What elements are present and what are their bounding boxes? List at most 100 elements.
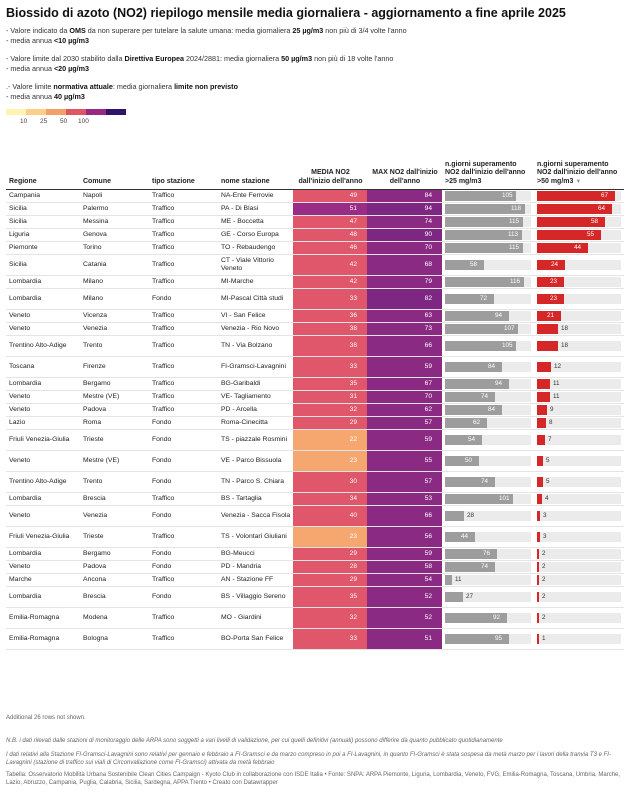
sup25-value: 50 <box>465 457 473 464</box>
cell-regione: Emilia-Romagna <box>6 607 80 629</box>
cell-comune: Trento <box>80 335 149 357</box>
note-oms: - Valore indicato da OMS da non superare… <box>6 26 407 45</box>
sup25-value: 94 <box>495 312 503 319</box>
sup50-value: 1 <box>542 635 546 642</box>
cell-sup50: 21 <box>534 309 624 323</box>
cell-comune: Mestre (VE) <box>80 450 149 472</box>
cell-nome: TN - Parco S. Chiara <box>218 471 293 493</box>
legend-label: 10 <box>20 118 28 125</box>
cell-regione: Lazio <box>6 416 80 430</box>
cell-media: 32 <box>293 403 367 417</box>
legend-label: 25 <box>40 118 48 125</box>
cell-media: 42 <box>293 254 367 276</box>
cell-max: 54 <box>367 573 442 587</box>
col-header-comune[interactable]: Comune <box>80 142 149 190</box>
cell-tipo: Traffico <box>149 202 218 216</box>
sup25-bar <box>445 362 502 372</box>
col-header-media[interactable]: MEDIA NO2 dall'inizio dell'anno <box>293 142 367 190</box>
sup25-bar-track: 105 <box>445 191 531 201</box>
cell-media: 42 <box>293 275 367 289</box>
sup25-bar <box>445 549 497 559</box>
cell-nome: PD - Mandria <box>218 560 293 574</box>
cell-nome: BO-Porta San Felice <box>218 628 293 650</box>
legend-label: 100 <box>78 118 89 125</box>
sup25-value: 94 <box>495 380 503 387</box>
cell-nome: MI-Pascal Città studi <box>218 288 293 310</box>
legend-label: 50 <box>60 118 68 125</box>
sup50-bar <box>537 456 543 466</box>
sup50-bar-track: 67 <box>537 191 621 201</box>
footnote-nb: N.B. i dati rilevati dalle stazioni di m… <box>6 738 503 744</box>
col-header-nome[interactable]: nome stazione <box>218 142 293 190</box>
cell-max: 82 <box>367 288 442 310</box>
table-row: Friuli Venezia-Giulia Trieste Traffico TS -… <box>6 526 624 548</box>
sup50-value: 55 <box>587 231 595 238</box>
cell-media: 28 <box>293 560 367 574</box>
sup50-value: 23 <box>550 295 558 302</box>
col-header-tipo[interactable]: tipo stazione <box>149 142 218 190</box>
note-normativa-attuale: .- Valore limite normativa attuale: medi… <box>6 82 238 101</box>
page-title: Biossido di azoto (NO2) riepilogo mensil… <box>6 6 566 20</box>
cell-sup25: 72 <box>442 288 534 310</box>
cell-comune: Padova <box>80 403 149 417</box>
sup25-value: 76 <box>483 550 491 557</box>
sup50-bar <box>537 613 539 623</box>
cell-nome: BG-Garibaldi <box>218 377 293 391</box>
table-row: Trentino Alto-Adige Trento Traffico TN - Vi… <box>6 335 624 357</box>
sup25-bar <box>445 511 464 521</box>
sup25-bar-track: 94 <box>445 379 531 389</box>
cell-tipo: Fondo <box>149 429 218 451</box>
cell-sup25: 58 <box>442 254 534 276</box>
col-header-sup50[interactable]: n.giorni superamento NO2 dall'inizio del… <box>534 142 624 190</box>
cell-sup50: 24 <box>534 254 624 276</box>
sup25-bar <box>445 418 487 428</box>
sup25-bar-track: 28 <box>445 511 531 521</box>
cell-media: 22 <box>293 429 367 451</box>
cell-tipo: Traffico <box>149 526 218 548</box>
sup25-bar-track: 92 <box>445 613 531 623</box>
col-header-max[interactable]: MAX NO2 dall'inizio dell'anno <box>367 142 442 190</box>
col-header-sup25[interactable]: n.giorni superamento NO2 dall'inizio del… <box>442 142 534 190</box>
cell-sup50: 8 <box>534 416 624 430</box>
sup50-bar <box>537 494 542 504</box>
cell-tipo: Traffico <box>149 492 218 506</box>
cell-media: 29 <box>293 547 367 561</box>
col-header-regione[interactable]: Regione <box>6 142 80 190</box>
cell-sup50: 7 <box>534 429 624 451</box>
sup25-value: 113 <box>508 231 519 238</box>
cell-sup25: 74 <box>442 560 534 574</box>
cell-sup50: 64 <box>534 202 624 216</box>
sup25-bar <box>445 592 463 602</box>
sup50-bar-track: 3 <box>537 532 621 542</box>
cell-regione: Lombardia <box>6 492 80 506</box>
cell-tipo: Fondo <box>149 505 218 527</box>
sup25-value: 74 <box>481 563 489 570</box>
sup50-bar-track: 23 <box>537 294 621 304</box>
sup25-bar <box>445 634 509 644</box>
cell-nome: BG-Meucci <box>218 547 293 561</box>
cell-sup25: 74 <box>442 471 534 493</box>
sup50-value: 7 <box>548 436 552 443</box>
sup25-bar-track: 84 <box>445 362 531 372</box>
cell-sup50: 23 <box>534 288 624 310</box>
sup25-value: 101 <box>499 495 510 502</box>
cell-sup25: 62 <box>442 416 534 430</box>
cell-nome: CT - Viale Vittorio Veneto <box>218 254 293 276</box>
cell-sup25: 74 <box>442 390 534 404</box>
cell-max: 79 <box>367 275 442 289</box>
cell-tipo: Fondo <box>149 586 218 608</box>
table-row: Sicilia Palermo Traffico PA - Di Blasi 51 94 1… <box>6 202 624 216</box>
sup25-bar <box>445 477 495 487</box>
cell-nome: GE - Corso Europa <box>218 228 293 242</box>
cell-tipo: Fondo <box>149 416 218 430</box>
cell-tipo: Fondo <box>149 471 218 493</box>
legend-swatch <box>26 109 46 115</box>
sup50-value: 11 <box>553 380 560 387</box>
cell-media: 23 <box>293 526 367 548</box>
cell-regione: Veneto <box>6 505 80 527</box>
table-row: Veneto Vicenza Traffico VI - San Felice 36 63… <box>6 309 624 323</box>
table-row: Lombardia Brescia Traffico BS - Tartaglia 34… <box>6 492 624 506</box>
sup25-bar-track: 101 <box>445 494 531 504</box>
cell-sup25: 54 <box>442 429 534 451</box>
sup50-value: 5 <box>546 478 550 485</box>
